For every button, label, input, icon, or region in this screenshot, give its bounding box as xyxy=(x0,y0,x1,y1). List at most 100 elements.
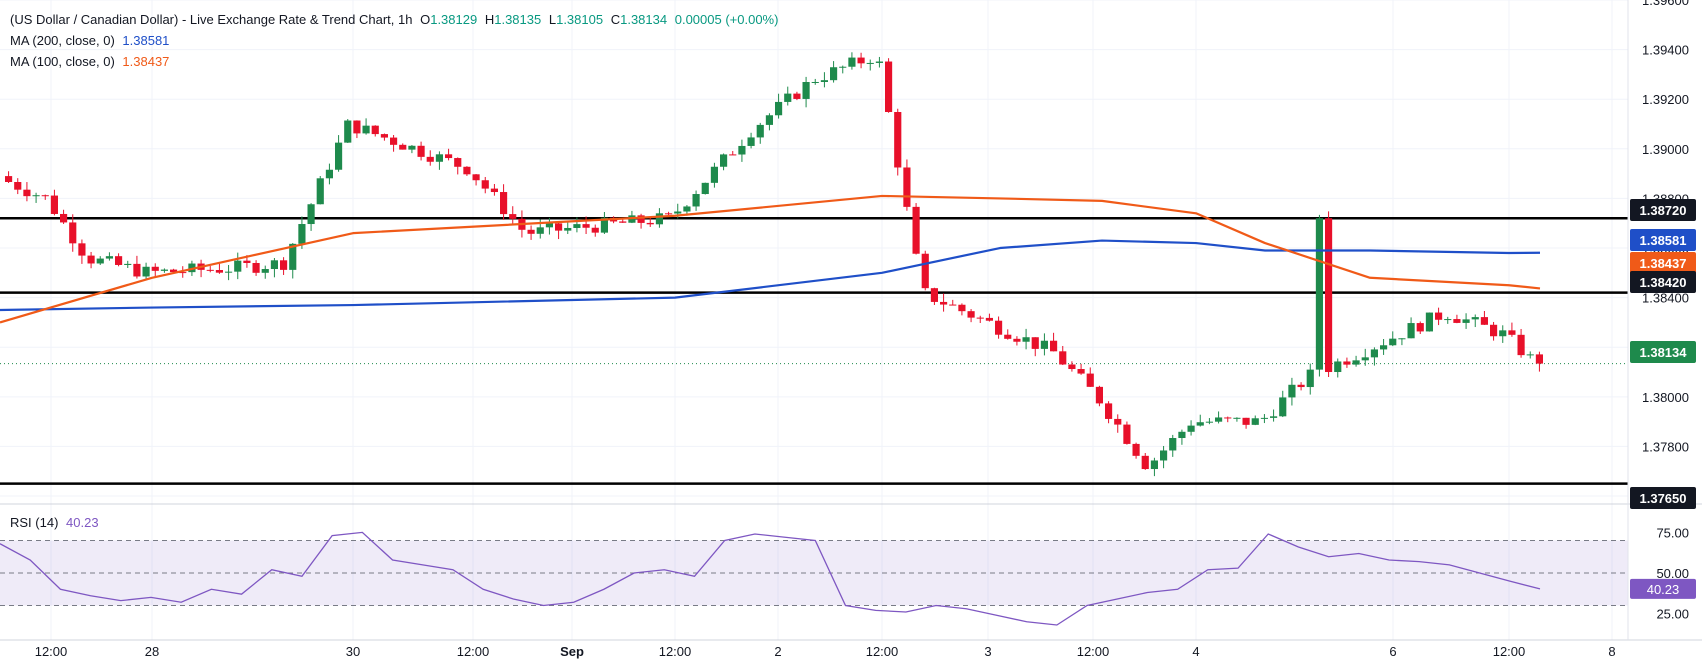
candle-body xyxy=(729,154,737,156)
candle-body xyxy=(23,189,31,197)
candle-body xyxy=(830,67,838,81)
candle-body xyxy=(105,256,113,259)
price-tick-label: 1.39600 xyxy=(1642,0,1689,8)
candle-body xyxy=(1022,337,1030,342)
candle-body xyxy=(976,317,984,319)
candle-body xyxy=(215,270,223,273)
candle-body xyxy=(1315,218,1323,370)
candle-body xyxy=(1123,424,1131,444)
price-tag xyxy=(1630,487,1696,509)
ma100-line xyxy=(0,194,1541,324)
candle-body xyxy=(5,176,13,182)
candle-body xyxy=(445,154,453,159)
candle-body xyxy=(1288,384,1296,398)
candle-body xyxy=(949,304,957,306)
candle-body xyxy=(1535,354,1543,364)
candle-body xyxy=(87,255,95,264)
candle-body xyxy=(69,222,77,244)
price-tag-label: 1.38420 xyxy=(1640,275,1687,290)
ma200-line xyxy=(0,239,1541,312)
candle-body xyxy=(655,213,663,225)
rsi-tick-label: 75.00 xyxy=(1656,525,1689,540)
candle-body xyxy=(325,169,333,179)
candle-body xyxy=(738,145,746,155)
candle-body xyxy=(885,61,893,113)
candle-body xyxy=(665,213,673,215)
candle-body xyxy=(14,181,22,190)
candle-body xyxy=(985,317,993,321)
candle-body xyxy=(463,166,471,175)
price-tick-label: 1.39400 xyxy=(1642,43,1689,58)
candle-body xyxy=(811,81,819,83)
candle-body xyxy=(133,263,141,277)
candle-body xyxy=(1407,323,1415,339)
candle-body xyxy=(408,145,416,150)
rsi-line xyxy=(0,531,1541,626)
candle-body xyxy=(454,158,462,167)
candle-body xyxy=(720,154,728,167)
candle-body xyxy=(124,263,132,265)
candle-body xyxy=(1077,369,1085,374)
candle-body xyxy=(857,57,865,64)
candle-body xyxy=(591,227,599,233)
candle-body xyxy=(848,57,856,67)
ohlc-low: L1.38105 xyxy=(548,12,604,27)
candle-body xyxy=(820,80,828,82)
time-tick-label: 12:00 xyxy=(659,644,692,659)
candle-body xyxy=(1114,418,1122,425)
candle-body xyxy=(765,115,773,125)
price-tag-label: 1.38134 xyxy=(1640,345,1688,360)
candle-body xyxy=(1480,317,1488,325)
candle-body xyxy=(206,269,214,271)
candle-body xyxy=(1453,319,1461,323)
time-tick-label: 12:00 xyxy=(1077,644,1110,659)
candle-body xyxy=(96,258,104,264)
candle-body xyxy=(1361,357,1369,361)
candle-body xyxy=(344,120,352,143)
candle-body xyxy=(802,81,810,99)
candle-body xyxy=(509,214,517,219)
moving-averages xyxy=(0,194,1541,324)
candle-body xyxy=(1370,349,1378,358)
time-tick-label: 12:00 xyxy=(35,644,68,659)
price-tag-label: 1.38437 xyxy=(1640,256,1687,271)
time-tick-label: 28 xyxy=(145,644,159,659)
candle-body xyxy=(1169,438,1177,451)
candle-body xyxy=(793,93,801,99)
candle-body xyxy=(1499,330,1507,337)
candle-body xyxy=(527,229,535,234)
chart-title-row: (US Dollar / Canadian Dollar) - Live Exc… xyxy=(10,12,778,27)
price-tag-label: 1.38581 xyxy=(1640,233,1687,248)
candle-body xyxy=(930,288,938,302)
candle-body xyxy=(142,266,150,277)
candle-body xyxy=(536,227,544,234)
candle-body xyxy=(839,66,847,68)
rsi-tick-label: 25.00 xyxy=(1656,607,1689,622)
rsi-value: 40.23 xyxy=(66,515,99,530)
candle-body xyxy=(1160,450,1168,461)
candle-body xyxy=(1462,319,1470,323)
candle-body xyxy=(500,192,508,215)
candle-body xyxy=(252,262,260,273)
price-tags: 1.38720 1.38581 1.38437 1.38420 1.38134 1.376… xyxy=(1630,199,1696,599)
candle-body xyxy=(582,224,590,228)
candle-body xyxy=(894,112,902,168)
candle-body xyxy=(784,93,792,102)
candle-body xyxy=(1270,416,1278,418)
time-tick-label: 8 xyxy=(1608,644,1615,659)
candle-body xyxy=(1444,319,1452,321)
candle-body xyxy=(1132,443,1140,456)
candle-body xyxy=(775,101,783,116)
ohlc-close: C1.38134 xyxy=(610,12,668,27)
candle-body xyxy=(564,227,572,231)
ma100-legend: MA (100, close, 0) 1.38437 xyxy=(10,54,170,69)
candle-body xyxy=(316,178,324,205)
candle-body xyxy=(1205,421,1213,423)
time-tick-label: 12:00 xyxy=(866,644,899,659)
time-tick-label: 2 xyxy=(774,644,781,659)
candle-body xyxy=(298,224,306,244)
rsi-tag-label: 40.23 xyxy=(1647,582,1680,597)
candle-body xyxy=(1150,460,1158,470)
ma200-legend: MA (200, close, 0) 1.38581 xyxy=(10,33,170,48)
